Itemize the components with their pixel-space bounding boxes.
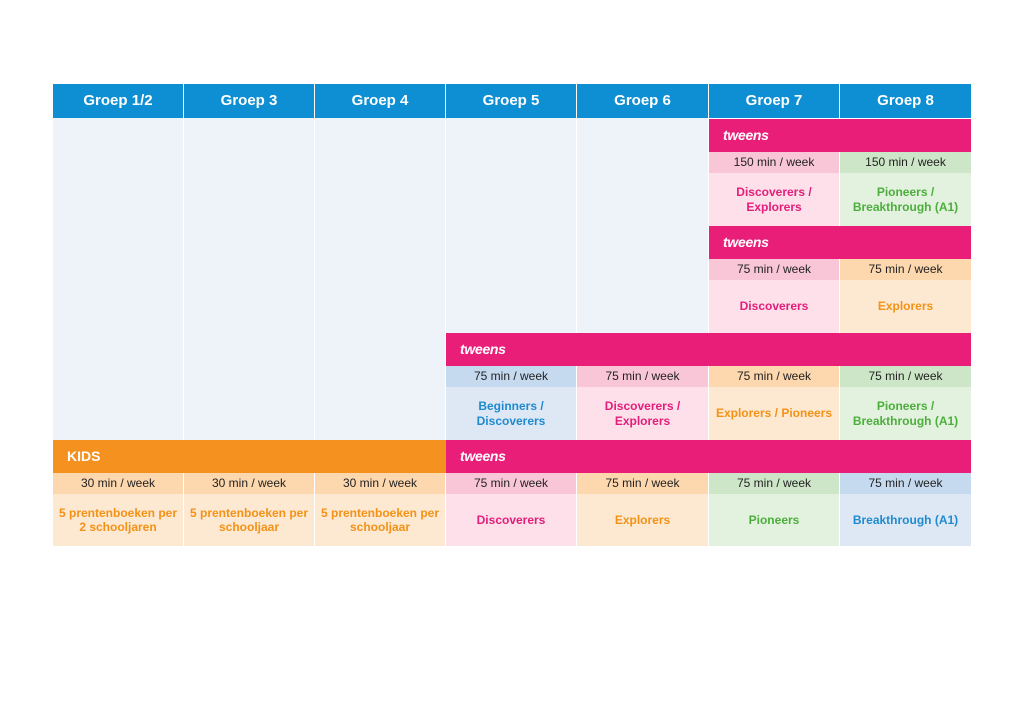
level-label: Discoverers [709,280,840,333]
header-groep-5: Groep 5 [446,84,577,118]
kids-books-label: 5 prentenboeken per schooljaar [315,494,446,546]
minutes-label: 30 min / week [184,473,315,494]
level-label: Discoverers / Explorers [577,387,709,440]
tweens-band: tweens [709,226,971,259]
level-label: Pioneers / Breakthrough (A1) [840,387,971,440]
level-label: Beginners / Discoverers [446,387,577,440]
minutes-label: 30 min / week [315,473,446,494]
level-label: Pioneers [709,494,840,546]
minutes-label: 75 min / week [577,473,709,494]
header-groep-3: Groep 3 [184,84,315,118]
minutes-label: 150 min / week [709,152,840,173]
minutes-label: 75 min / week [840,366,971,387]
tweens-band: tweens [446,333,971,366]
level-label: Explorers [840,280,971,333]
minutes-label: 30 min / week [53,473,184,494]
level-label: Pioneers / Breakthrough (A1) [840,173,971,226]
kids-band: KIDS [53,440,446,473]
tweens-band: tweens [709,119,971,152]
kids-books-label: 5 prentenboeken per schooljaar [184,494,315,546]
tweens-band: tweens [446,440,971,473]
header-groep-8: Groep 8 [840,84,971,118]
header-groep-6: Groep 6 [577,84,709,118]
level-label: Discoverers / Explorers [709,173,840,226]
level-label: Discoverers [446,494,577,546]
header-groep-1-2: Groep 1/2 [53,84,184,118]
empty-cell [315,118,446,440]
empty-cell [184,118,315,440]
header-groep-4: Groep 4 [315,84,446,118]
header-groep-7: Groep 7 [709,84,840,118]
level-label: Explorers / Pioneers [709,387,840,440]
level-label: Explorers [577,494,709,546]
empty-cell [577,118,709,333]
level-label: Breakthrough (A1) [840,494,971,546]
minutes-label: 75 min / week [840,259,971,280]
empty-cell [446,118,577,333]
minutes-label: 75 min / week [709,366,840,387]
minutes-label: 150 min / week [840,152,971,173]
minutes-label: 75 min / week [840,473,971,494]
minutes-label: 75 min / week [709,259,840,280]
minutes-label: 75 min / week [446,366,577,387]
empty-cell [53,118,184,440]
minutes-label: 75 min / week [709,473,840,494]
minutes-label: 75 min / week [577,366,709,387]
kids-books-label: 5 prentenboeken per 2 schooljaren [53,494,184,546]
minutes-label: 75 min / week [446,473,577,494]
